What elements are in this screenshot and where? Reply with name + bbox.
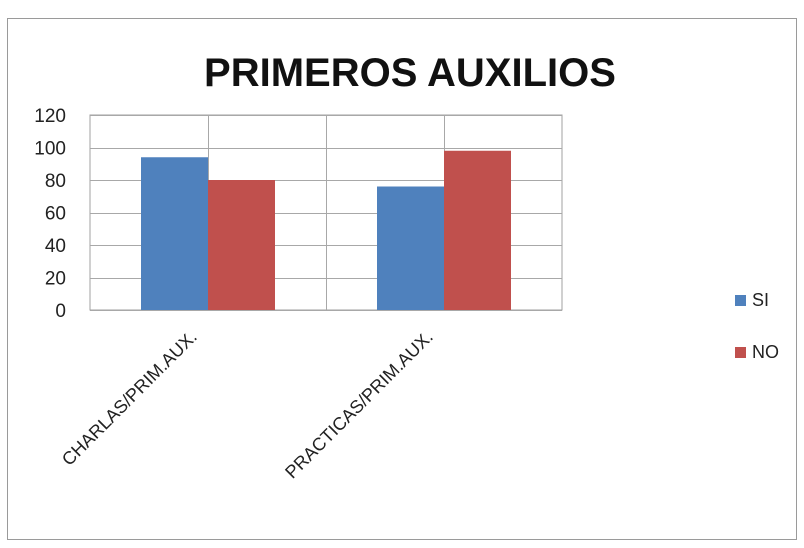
bar-no-1 bbox=[444, 151, 511, 310]
chart-title: PRIMEROS AUXILIOS bbox=[204, 51, 616, 95]
legend-swatch-si bbox=[735, 295, 746, 306]
y-tick-label: 100 bbox=[34, 139, 66, 160]
legend-label-si: SI bbox=[752, 290, 769, 310]
y-tick-label: 20 bbox=[45, 269, 66, 290]
category-label: PRACTICAS/PRIM.AUX. bbox=[281, 327, 437, 483]
legend: SI NO bbox=[735, 290, 779, 362]
x-axis-categories: CHARLAS/PRIM.AUX. PRACTICAS/PRIM.AUX. bbox=[58, 327, 437, 483]
bar-no-0 bbox=[208, 180, 275, 310]
y-axis-ticks: 0 20 40 60 80 100 120 bbox=[34, 106, 66, 322]
y-tick-label: 120 bbox=[34, 106, 66, 127]
bar-si-0 bbox=[141, 157, 208, 310]
y-tick-label: 80 bbox=[45, 171, 66, 192]
y-tick-label: 60 bbox=[45, 204, 66, 225]
y-tick-label: 0 bbox=[55, 301, 66, 322]
legend-label-no: NO bbox=[752, 342, 779, 362]
y-tick-label: 40 bbox=[45, 236, 66, 257]
category-label: CHARLAS/PRIM.AUX. bbox=[58, 327, 201, 470]
bar-si-1 bbox=[377, 187, 444, 311]
legend-swatch-no bbox=[735, 347, 746, 358]
